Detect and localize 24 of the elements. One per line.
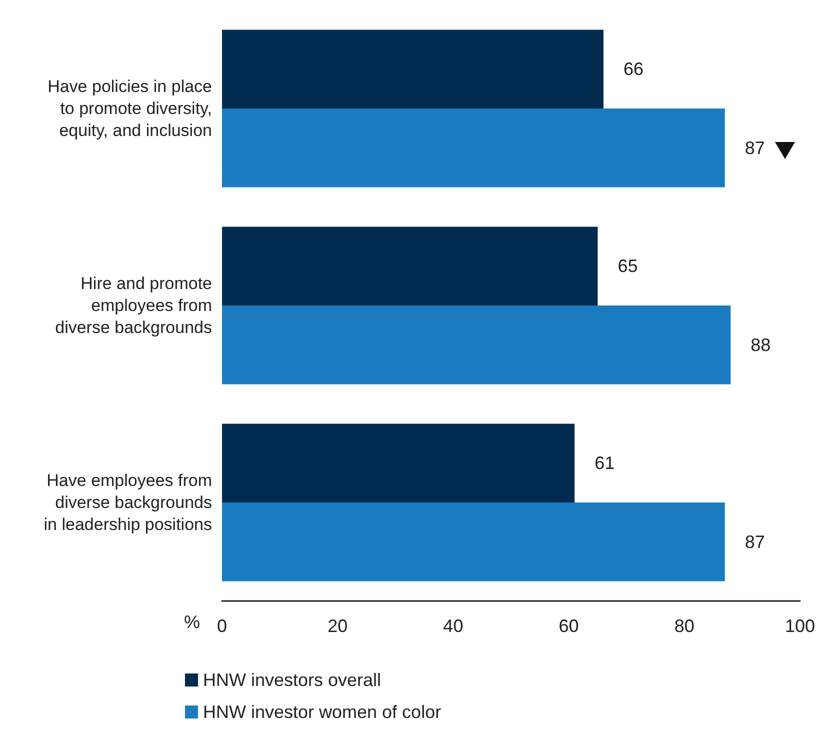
bar bbox=[222, 306, 731, 384]
legend-label: HNW investor women of color bbox=[203, 702, 442, 722]
legend-label: HNW investors overall bbox=[203, 670, 382, 690]
x-tick-label: 80 bbox=[674, 616, 694, 636]
x-tick-label: 20 bbox=[328, 616, 348, 636]
data-label: 61 bbox=[594, 453, 615, 474]
x-tick-label: 40 bbox=[443, 616, 464, 636]
bar bbox=[222, 30, 604, 108]
data-label: 88 bbox=[750, 334, 771, 355]
x-tick-label: 100 bbox=[784, 616, 816, 636]
bar bbox=[222, 424, 575, 502]
data-label: 66 bbox=[623, 59, 644, 80]
data-label: 87 bbox=[744, 138, 765, 158]
bar bbox=[222, 108, 725, 188]
x-tick-label: 0 bbox=[216, 616, 228, 636]
data-label: 65 bbox=[618, 256, 638, 276]
bar bbox=[222, 502, 725, 582]
data-label: 87 bbox=[744, 532, 765, 552]
y-tick-label: Have policies in place to promote diversity, equity, and inclusion bbox=[48, 77, 212, 140]
x-axis-title: % bbox=[184, 612, 200, 632]
x-tick-label: 60 bbox=[558, 616, 579, 636]
y-tick-label: Hire and promote employees from diverse backgrounds bbox=[55, 274, 212, 337]
y-tick-label: Have employees from diverse backgrounds in leadership positions bbox=[44, 471, 212, 534]
bar bbox=[222, 226, 598, 306]
